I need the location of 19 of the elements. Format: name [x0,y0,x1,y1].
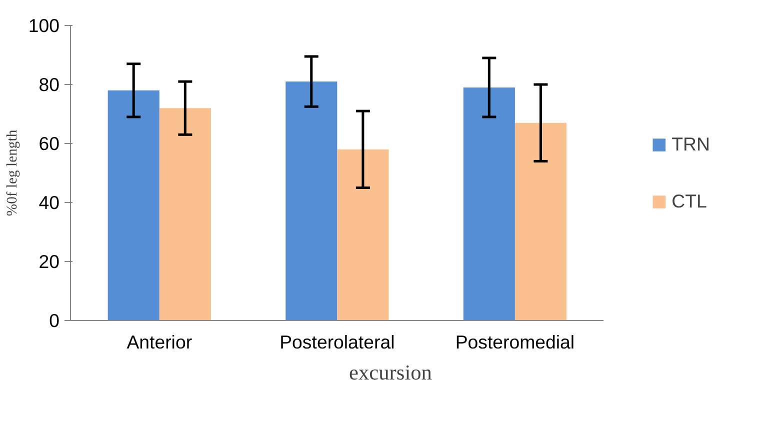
bar [108,90,160,320]
legend-label: CTL [672,190,707,212]
x-tick-label: Posterolateral [280,332,395,352]
x-axis-title: excursion [349,360,432,384]
y-tick-label: 80 [38,74,60,95]
y-tick-label: 100 [28,15,60,36]
y-axis-title: %0f leg length [4,129,20,216]
bar [286,82,338,320]
bar [463,87,515,320]
y-tick-label: 0 [49,310,60,331]
y-tick-label: 20 [38,251,60,272]
legend-label: TRN [672,133,710,155]
x-tick-label: Anterior [126,332,192,352]
x-tick-label: Posteromedial [455,332,575,352]
bar [159,108,211,320]
bar [337,149,389,320]
y-tick-label: 60 [38,133,60,154]
bar [514,122,566,320]
y-tick-label: 40 [38,192,60,213]
